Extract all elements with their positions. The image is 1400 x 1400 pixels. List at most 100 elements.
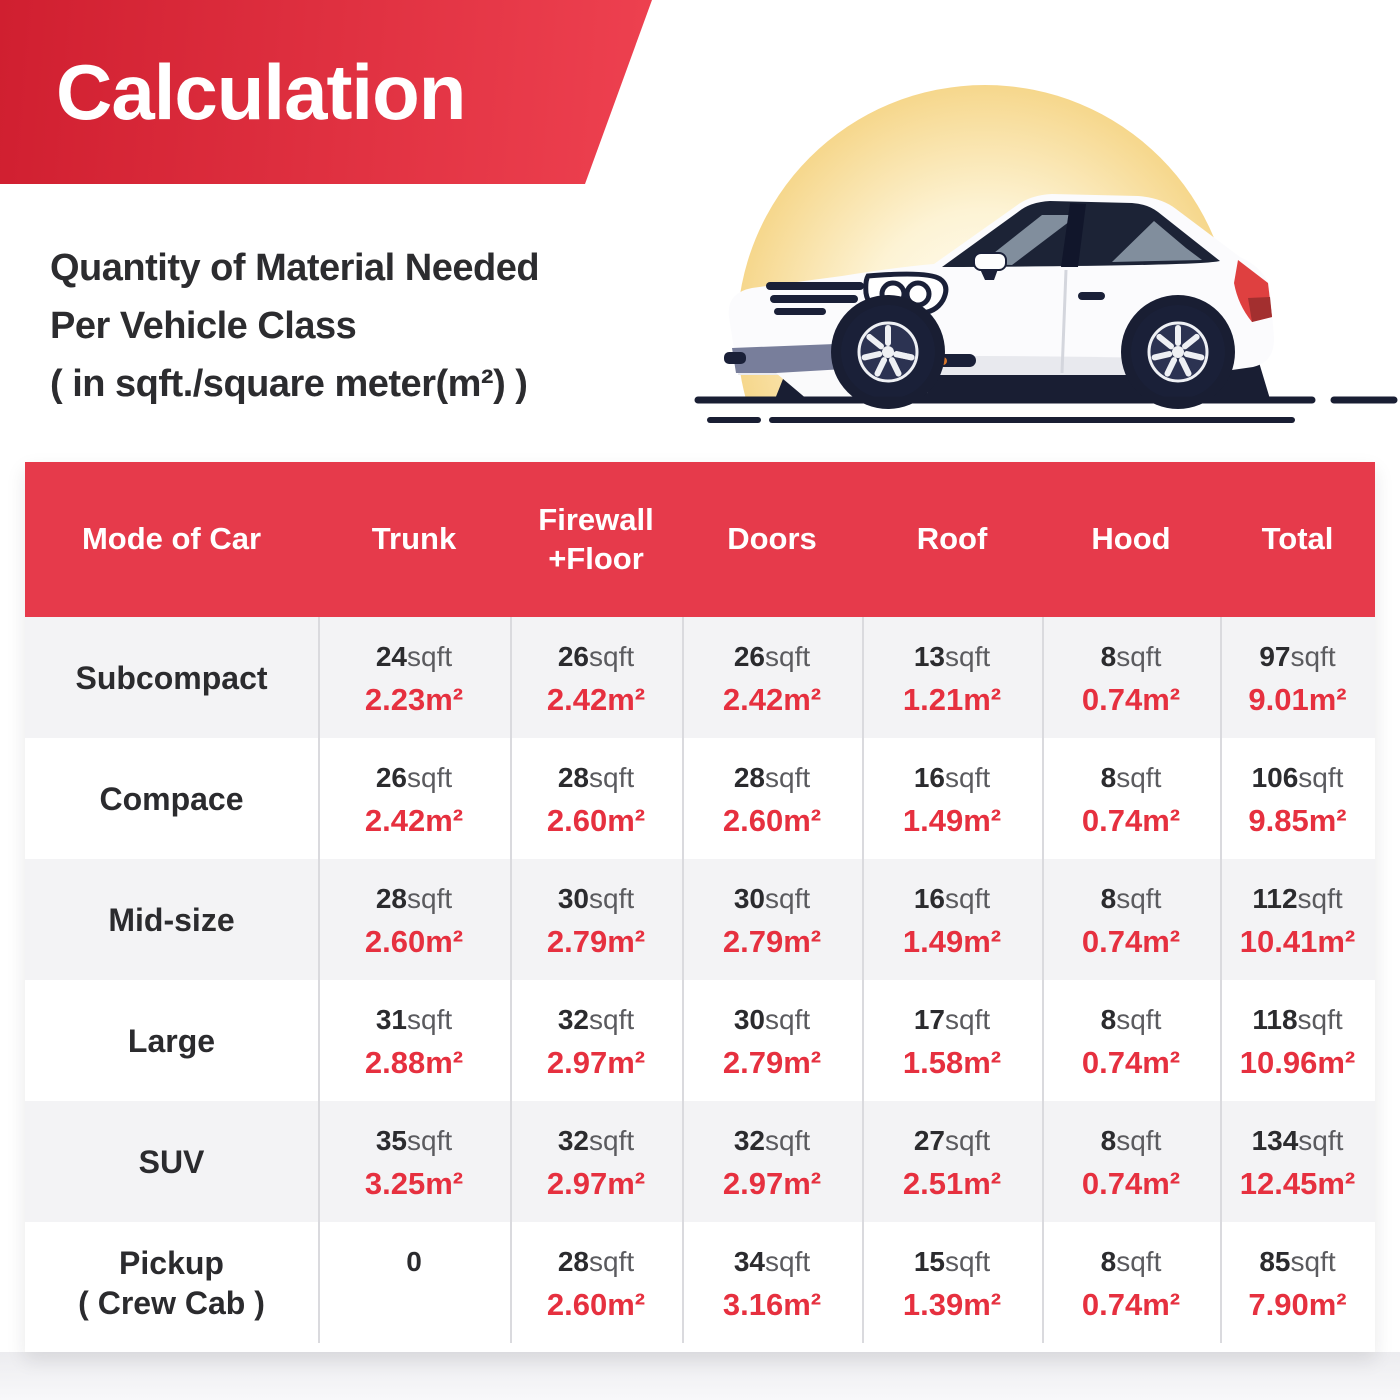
sqft-unit: sqft [1290, 1246, 1336, 1277]
value-cell: 106sqft 9.85m² [1220, 738, 1375, 859]
sqft-value: 15 [913, 1246, 945, 1277]
value-cell: 26sqft 2.42m² [510, 617, 682, 738]
table-row: Subcompact 24sqft 2.23m² 26sqft 2.42m² 26sqft… [25, 617, 1375, 738]
m2-value: 1.39m² [902, 1287, 1002, 1322]
sqft-unit: sqft [1297, 1004, 1343, 1035]
value-cell: 32sqft 2.97m² [682, 1101, 862, 1222]
sqft-value: 28 [557, 1246, 589, 1277]
m2-value: 1.49m² [902, 924, 1002, 959]
value-cell: 134sqft 12.45m² [1220, 1101, 1375, 1222]
sqft-unit: sqft [407, 883, 453, 914]
value-cell: 26sqft 2.42m² [682, 617, 862, 738]
row-label: Large [127, 1022, 216, 1059]
sqft-unit: sqft [765, 883, 811, 914]
m2-value: 2.97m² [546, 1166, 646, 1201]
column-header: Hood [1091, 521, 1171, 557]
row-label: Subcompact [75, 659, 268, 696]
m2-value: 3.25m² [364, 1166, 464, 1201]
column-header: Total [1261, 521, 1334, 557]
value-cell: 30sqft 2.79m² [510, 859, 682, 980]
sqft-value: 8 [1100, 1246, 1117, 1277]
value-cell: 15sqft 1.39m² [862, 1222, 1042, 1343]
sqft-unit: sqft [407, 762, 453, 793]
value-cell: 31sqft 2.88m² [318, 980, 510, 1101]
bottom-shade-band [0, 1352, 1400, 1400]
sqft-unit: sqft [589, 1246, 635, 1277]
materials-table: Mode of Car Trunk Firewall +Floor Doors Roof… [25, 462, 1375, 1352]
subtitle-line: Per Vehicle Class [50, 304, 357, 347]
column-header: Firewall +Floor [538, 501, 654, 576]
m2-value: 9.01m² [1248, 682, 1347, 717]
value-cell: 8sqft 0.74m² [1042, 859, 1220, 980]
row-label: Compace [99, 780, 244, 817]
page-title: Calculation [56, 47, 466, 136]
m2-value: 2.79m² [722, 1045, 822, 1080]
m2-value: 3.16m² [722, 1287, 822, 1322]
banner: Calculation [0, 0, 652, 184]
sqft-value: 16 [913, 883, 945, 914]
sqft-unit: sqft [765, 641, 811, 672]
sqft-value: 24 [375, 641, 407, 672]
sqft-unit: sqft [1116, 883, 1162, 914]
m2-value: 2.60m² [364, 924, 464, 959]
sqft-value: 13 [913, 641, 945, 672]
sqft-value: 26 [557, 641, 589, 672]
sqft-value: 16 [913, 762, 945, 793]
value-cell: 112sqft 10.41m² [1220, 859, 1375, 980]
m2-value: 2.42m² [364, 803, 464, 838]
sqft-unit: sqft [1116, 1125, 1162, 1156]
value-cell: 16sqft 1.49m² [862, 859, 1042, 980]
sqft-value: 85 [1259, 1246, 1291, 1277]
table-row: Compace 26sqft 2.42m² 28sqft 2.60m² 28sqft 2.6… [25, 738, 1375, 859]
sqft-value: 31 [375, 1004, 407, 1035]
value-cell: 0 [318, 1222, 510, 1343]
sqft-unit: sqft [1116, 641, 1162, 672]
m2-value: 2.97m² [722, 1166, 822, 1201]
m2-value: 2.60m² [722, 803, 822, 838]
m2-value: 1.49m² [902, 803, 1002, 838]
sqft-unit: sqft [945, 762, 991, 793]
m2-value: 10.96m² [1239, 1045, 1356, 1080]
m2-value: 2.60m² [546, 803, 646, 838]
sqft-unit: sqft [945, 641, 991, 672]
sqft-unit: sqft [945, 1125, 991, 1156]
sqft-value: 27 [913, 1125, 945, 1156]
sqft-value: 118 [1252, 1004, 1298, 1035]
sqft-value: 34 [733, 1246, 765, 1277]
value-cell: 8sqft 0.74m² [1042, 617, 1220, 738]
m2-value: 2.42m² [546, 682, 646, 717]
m2-value: 2.88m² [364, 1045, 464, 1080]
subtitle-line: Quantity of Material Needed [50, 247, 540, 289]
value-cell: 8sqft 0.74m² [1042, 980, 1220, 1101]
value-cell: 8sqft 0.74m² [1042, 738, 1220, 859]
m2-value: 10.41m² [1239, 924, 1356, 959]
row-label: SUV [138, 1143, 205, 1180]
m2-value: 0.74m² [1081, 1287, 1181, 1322]
m2-value: 2.51m² [902, 1166, 1002, 1201]
value-cell: 17sqft 1.58m² [862, 980, 1042, 1101]
m2-value: 9.85m² [1248, 803, 1347, 838]
value-cell: 35sqft 3.25m² [318, 1101, 510, 1222]
subtitle-line: ( in sqft./square meter(m²) ) [50, 362, 528, 405]
sqft-value: 32 [733, 1125, 765, 1156]
sqft-unit: sqft [1290, 641, 1336, 672]
value-cell: 85sqft 7.90m² [1220, 1222, 1375, 1343]
sqft-value: 28 [733, 762, 765, 793]
sqft-unit: sqft [589, 762, 635, 793]
column-separator [1042, 617, 1044, 1343]
sqft-unit: sqft [1116, 1004, 1162, 1035]
sqft-unit: sqft [765, 1125, 811, 1156]
sqft-value: 8 [1100, 1125, 1117, 1156]
sqft-value: 28 [375, 883, 407, 914]
sqft-unit: sqft [589, 641, 635, 672]
sqft-value: 30 [557, 883, 589, 914]
m2-value: 2.97m² [546, 1045, 646, 1080]
value-cell: 16sqft 1.49m² [862, 738, 1042, 859]
value-cell: 8sqft 0.74m² [1042, 1101, 1220, 1222]
m2-value: 2.42m² [722, 682, 822, 717]
sqft-value: 32 [557, 1125, 589, 1156]
m2-value: 1.21m² [902, 682, 1002, 717]
table-row: Pickup ( Crew Cab ) 0 28sqft 2.60m² 34sqft 3.… [25, 1222, 1375, 1343]
m2-value: 0.74m² [1081, 1166, 1181, 1201]
subtitle: Quantity of Material Needed Per Vehicle … [50, 240, 700, 413]
